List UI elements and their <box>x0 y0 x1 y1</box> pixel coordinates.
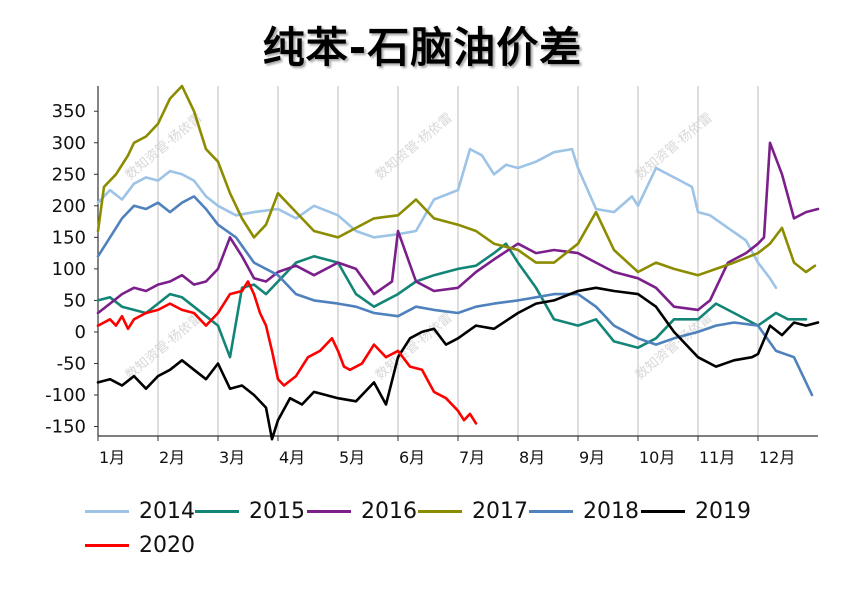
legend-swatch <box>641 509 685 513</box>
legend-item-2016: 2016 <box>307 496 417 526</box>
legend-item-2019: 2019 <box>641 496 751 526</box>
x-tick-label: 11月 <box>699 448 735 467</box>
y-tick-label: 50 <box>63 290 86 311</box>
y-tick-label: 150 <box>52 227 86 248</box>
y-tick-label: 300 <box>52 133 86 154</box>
x-tick-label: 10月 <box>639 448 675 467</box>
y-tick-label: 350 <box>52 101 86 122</box>
y-tick-label: 0 <box>75 322 86 343</box>
y-tick-label: -150 <box>45 417 86 438</box>
x-tick-label: 6月 <box>399 448 425 467</box>
series-line-2017 <box>96 84 817 277</box>
legend-label: 2020 <box>139 532 195 558</box>
legend-swatch <box>529 509 573 513</box>
x-tick-label: 12月 <box>759 448 795 467</box>
watermark: 数知资管·杨依雷 <box>372 310 455 383</box>
x-tick-label: 2月 <box>159 448 185 467</box>
x-tick-label: 9月 <box>579 448 605 467</box>
x-axis-ticks: 1月 2月 3月 4月 5月 6月 7月 8月 9月 10月 11月 12月 <box>97 436 795 467</box>
x-tick-label: 5月 <box>339 448 365 467</box>
y-tick-label: 200 <box>52 196 86 217</box>
series-line-2014 <box>96 147 778 290</box>
y-tick-label: -100 <box>45 385 86 406</box>
series-line-2019 <box>96 286 820 441</box>
x-tick-label: 7月 <box>459 448 485 467</box>
legend-swatch <box>85 509 129 513</box>
x-tick-label: 1月 <box>99 448 125 467</box>
y-tick-label: -50 <box>57 353 86 374</box>
legend-swatch <box>418 509 462 513</box>
legend-label: 2016 <box>361 498 417 524</box>
legend-item-2018: 2018 <box>529 496 639 526</box>
legend-label: 2018 <box>583 498 639 524</box>
legend-item-2015: 2015 <box>195 496 305 526</box>
x-tick-label: 8月 <box>519 448 545 467</box>
x-tick-label: 3月 <box>219 448 245 467</box>
series-line-2018 <box>96 195 814 397</box>
series-line-2016 <box>96 141 820 315</box>
y-tick-label: 100 <box>52 259 86 280</box>
vertical-gridlines <box>157 86 759 436</box>
y-axis-ticks: -150 -100 -50 0 50 100 150 200 250 300 350 <box>45 101 98 438</box>
x-tick-label: 4月 <box>279 448 305 467</box>
legend-swatch <box>195 509 239 513</box>
legend-item-2020: 2020 <box>85 530 195 560</box>
chart-title: 纯苯-石脑油价差 <box>262 23 583 72</box>
legend-swatch <box>307 509 351 513</box>
watermark: 数知资管·杨依雷 <box>372 110 455 183</box>
legend-label: 2019 <box>695 498 751 524</box>
watermark-layer: 数知资管·杨依雷 数知资管·杨依雷 数知资管·杨依雷 数知资管·杨依雷 数知资管… <box>122 110 715 383</box>
y-tick-label: 250 <box>52 164 86 185</box>
legend-label: 2017 <box>472 498 528 524</box>
series-line-2015 <box>96 242 808 359</box>
legend-item-2017: 2017 <box>418 496 528 526</box>
watermark: 数知资管·杨依雷 <box>632 110 715 183</box>
series-line-2020 <box>96 280 478 425</box>
legend-label: 2015 <box>249 498 305 524</box>
series-lines <box>96 84 820 441</box>
legend-item-2014: 2014 <box>85 496 195 526</box>
legend-label: 2014 <box>139 498 195 524</box>
legend-swatch <box>85 543 129 547</box>
watermark: 数知资管·杨依雷 <box>122 110 205 183</box>
